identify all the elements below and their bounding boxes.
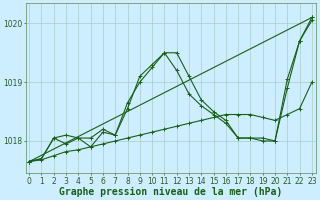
X-axis label: Graphe pression niveau de la mer (hPa): Graphe pression niveau de la mer (hPa) [59,187,282,197]
